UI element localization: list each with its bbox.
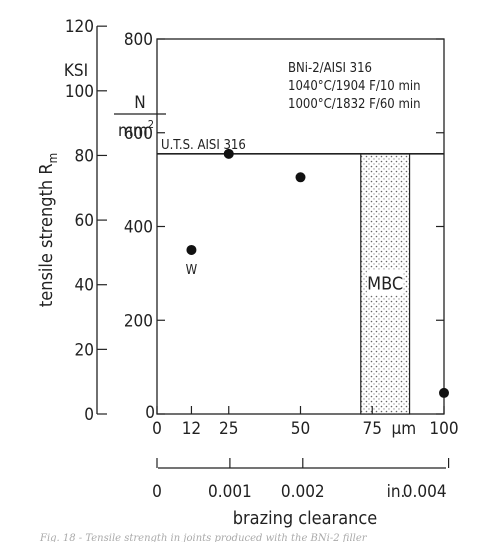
mpa-axis: 0 200 400 600 800 — [124, 30, 444, 423]
annotation-line-1: BNi-2/AISI 316 — [288, 61, 372, 76]
um-tick-label: 0 — [152, 419, 162, 439]
data-points: W — [186, 148, 449, 398]
ksi-tick-label: 100 — [65, 82, 94, 102]
ksi-tick-label: 60 — [75, 211, 94, 231]
um-tick-label: 25 — [219, 419, 238, 439]
um-unit-label: μm — [391, 419, 416, 439]
mbc-label-bg — [366, 269, 404, 296]
ksi-tick-label: 20 — [75, 340, 94, 360]
annotation-line-2: 1040°C/1904 F/10 min — [288, 79, 421, 94]
y-axis-label: tensile strength Rm — [36, 153, 60, 307]
annotation-block: BNi-2/AISI 316 1040°C/1904 F/10 min 1000… — [288, 61, 421, 112]
inch-tick-label: 0.001 — [208, 482, 252, 502]
ksi-tick-label: 0 — [84, 405, 94, 425]
data-point-label: W — [186, 263, 198, 278]
inch-tick-label: 0 — [152, 482, 162, 502]
caption: Fig. 18 - Tensile strength in joints pro… — [39, 533, 368, 542]
ksi-axis: 0 20 40 60 80 100 120 — [65, 17, 107, 425]
inch-unit-label: in. — [387, 482, 406, 502]
data-point — [186, 244, 197, 255]
um-tick-label: 75 — [363, 419, 382, 439]
svg-text:mm2: mm2 — [118, 118, 154, 141]
mpa-tick-label: 200 — [124, 311, 153, 331]
um-tick-label: 12 — [182, 419, 201, 439]
um-tick-label: 50 — [291, 419, 310, 439]
mpa-tick-label: 0 — [145, 403, 155, 423]
um-axis: 0 12 25 50 75 100 — [152, 406, 459, 439]
ksi-tick-label: 40 — [75, 276, 94, 296]
uts-label: U.T.S. AISI 316 — [161, 138, 246, 153]
data-point — [439, 387, 449, 398]
svg-text:N: N — [134, 93, 145, 113]
data-point — [223, 148, 234, 159]
mpa-tick-label: 400 — [124, 218, 153, 238]
inch-tick-label: 0.004 — [403, 482, 447, 502]
mpa-tick-label: 800 — [124, 30, 153, 50]
inch-tick-label: 0.002 — [281, 482, 325, 502]
data-point — [295, 172, 306, 183]
x-axis-label: brazing clearance — [233, 508, 378, 529]
mpa-tick-label: 600 — [124, 124, 153, 144]
um-tick-label: 100 — [429, 419, 458, 439]
annotation-line-3: 1000°C/1832 F/60 min — [288, 97, 421, 112]
ksi-tick-label: 80 — [75, 146, 94, 166]
inch-axis: 0 0.001 0.002 0.004 — [152, 458, 450, 502]
mpa-unit-label: N mm2 — [114, 93, 166, 141]
mbc-label: MBC — [367, 273, 403, 294]
ksi-tick-label: 120 — [65, 17, 94, 37]
ksi-unit-label: KSI — [64, 61, 88, 81]
